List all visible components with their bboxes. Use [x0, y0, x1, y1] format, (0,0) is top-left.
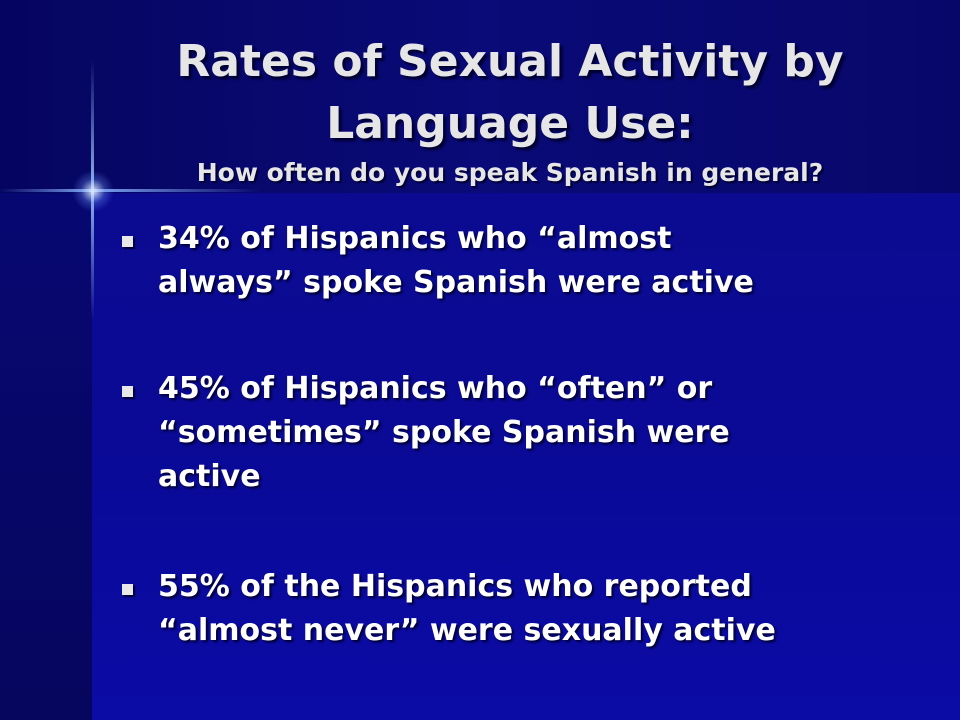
- title: Language Use:: [326, 98, 694, 149]
- title: Rates of Sexual Activity by: [176, 36, 844, 87]
- flare-glow: [72, 170, 114, 212]
- bullet-text: 45% of Hispanics who “often” or: [158, 371, 713, 406]
- bullet-text: “almost never” were sexually active: [158, 613, 776, 648]
- bullet-marker: [122, 584, 133, 595]
- top-band: [0, 0, 960, 193]
- subtitle: How often do you speak Spanish in genera…: [196, 158, 824, 187]
- bullet-text: always” spoke Spanish were active: [158, 265, 754, 300]
- left-band: [0, 193, 92, 720]
- bullet-text: 34% of Hispanics who “almost: [158, 221, 672, 256]
- flare: [0, 189, 260, 192]
- bullet-text: active: [158, 459, 261, 494]
- bullet-marker: [122, 236, 133, 247]
- bullet-text: “sometimes” spoke Spanish were: [158, 415, 730, 450]
- bullet-text: 55% of the Hispanics who reported: [158, 569, 752, 604]
- bullet-marker: [122, 386, 133, 397]
